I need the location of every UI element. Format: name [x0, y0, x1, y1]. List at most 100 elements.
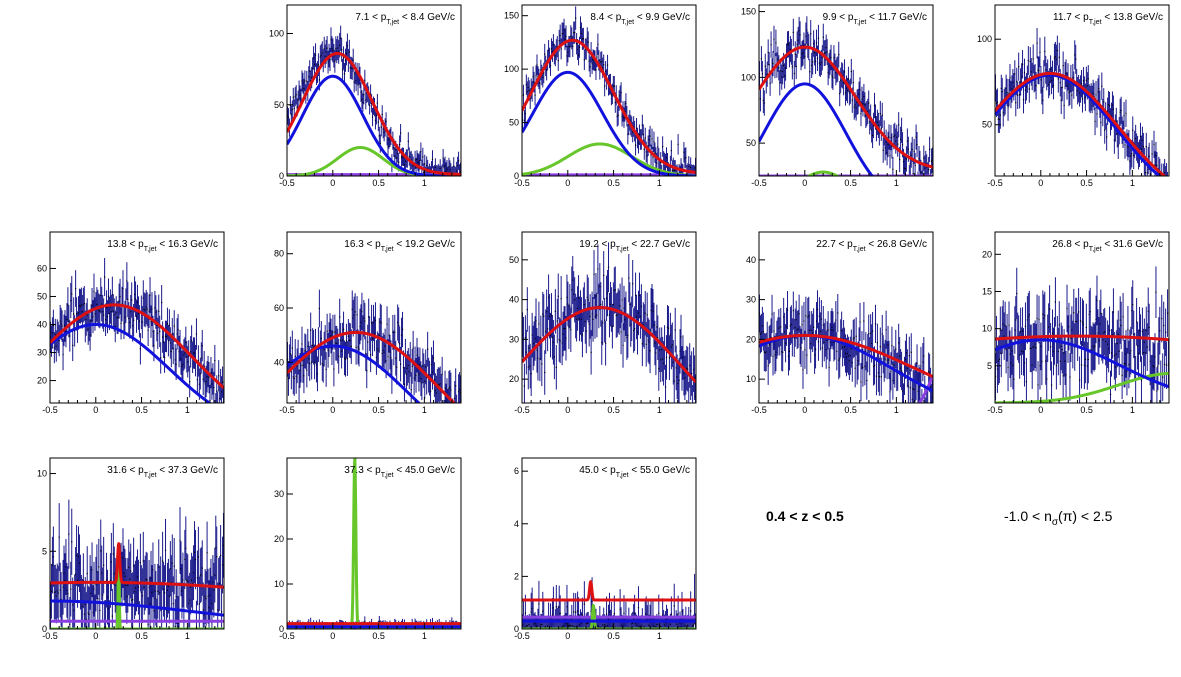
data-point [298, 369, 300, 403]
data-point [457, 151, 460, 170]
data-point [1027, 293, 1029, 341]
chart-svg: -0.5 0 0.5 1 20 30 40 50 19.2 < pT,jet < 22.7 Ge… [509, 231, 697, 415]
data-point [570, 25, 572, 48]
data-point [1061, 325, 1063, 374]
data-point [308, 341, 310, 377]
data-point [813, 39, 816, 66]
data-point [55, 568, 57, 624]
data-point [1155, 266, 1157, 319]
data-point [360, 82, 362, 102]
data-point [862, 91, 864, 117]
data-point [439, 366, 441, 402]
data-point [835, 60, 837, 86]
data-point [649, 328, 651, 374]
data-point [432, 340, 435, 376]
data-point [108, 296, 111, 331]
data-point [551, 314, 554, 360]
data-point [538, 580, 540, 628]
data-point [1072, 63, 1074, 92]
fit-curve-pion [995, 73, 1162, 176]
data-point [863, 302, 865, 341]
data-point [906, 349, 908, 388]
data-point [146, 292, 148, 327]
x-tick-label: 0 [565, 631, 570, 641]
data-point [780, 307, 782, 347]
y-tick-label: 15 [982, 286, 992, 296]
data-point [1165, 308, 1167, 357]
data-point [613, 267, 615, 314]
data-point [411, 349, 413, 384]
plot-frame [521, 4, 697, 177]
data-point [371, 107, 374, 127]
fit-curve-pion [759, 82, 875, 176]
data-point [418, 356, 420, 392]
data-point [893, 345, 895, 385]
data-point [307, 328, 309, 364]
data-point [70, 282, 72, 319]
data-point [162, 531, 164, 591]
data-point [850, 329, 852, 368]
data-point [900, 348, 902, 388]
data-point [327, 50, 329, 74]
fit-curve-green [287, 458, 461, 629]
data-point [163, 565, 166, 620]
data-point [67, 566, 69, 621]
chart-svg: -0.5 0 0.5 1 40 60 80 16.3 < pT,jet < 19.2 GeV/… [274, 231, 462, 415]
data-point [197, 526, 199, 588]
data-point [407, 348, 409, 383]
data-point [622, 323, 624, 368]
data-point [639, 294, 642, 339]
plot-frame [994, 231, 1170, 404]
data-point [778, 55, 780, 81]
data-point [58, 503, 60, 572]
data-point [873, 346, 876, 385]
data-point [807, 31, 809, 59]
data-point [578, 296, 581, 342]
data-point [607, 242, 610, 293]
data-point [525, 329, 527, 375]
plot-area [995, 28, 1169, 176]
data-point [636, 309, 639, 355]
data-point [659, 327, 661, 373]
data-point [443, 399, 445, 403]
chart-panel-12: -0.5 0 0.5 1 0 2 4 6 45.0 < pT,jet < 55.0 GeV/c [514, 457, 705, 648]
data-point [133, 276, 136, 313]
data-point [1126, 347, 1128, 396]
data-point [827, 59, 829, 86]
data-point [312, 329, 315, 365]
data-point [193, 337, 196, 369]
y-tick-label: 20 [274, 534, 284, 544]
data-point [1111, 311, 1114, 359]
data-point [378, 317, 380, 353]
data-point [1094, 107, 1096, 136]
x-tick-label: 0 [330, 405, 335, 415]
data-point [625, 601, 627, 629]
data-point [578, 36, 581, 58]
plot-area [50, 257, 224, 403]
x-tick-label: -0.5 [279, 405, 295, 415]
data-point [173, 310, 175, 342]
data-point [109, 553, 112, 608]
data-point [1021, 307, 1024, 355]
y-tick-label: 150 [741, 7, 756, 17]
data-point [1043, 294, 1045, 343]
data-point [792, 291, 794, 330]
data-point [333, 43, 335, 68]
x-tick-label: 0 [93, 405, 98, 415]
data-point [762, 87, 764, 114]
panel-title: 45.0 < pT,jet < 55.0 GeV/c [579, 465, 690, 479]
data-point [1035, 323, 1037, 372]
data-point [354, 293, 356, 331]
data-point [110, 294, 112, 329]
data-point [93, 273, 95, 310]
data-point [1164, 158, 1166, 176]
data-point [662, 598, 664, 629]
data-point [320, 321, 322, 356]
data-point [205, 571, 207, 626]
data-point [859, 302, 861, 342]
data-point [817, 322, 820, 361]
data-point [458, 372, 461, 403]
data-point [1004, 301, 1006, 350]
